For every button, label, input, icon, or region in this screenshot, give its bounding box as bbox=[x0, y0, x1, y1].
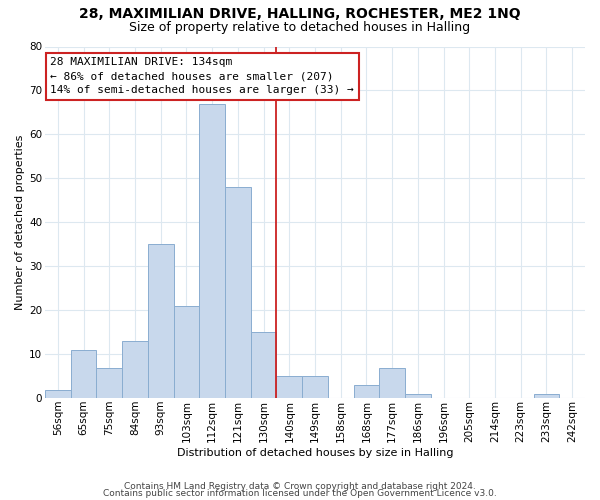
Bar bbox=[405, 394, 431, 398]
Bar bbox=[353, 385, 379, 398]
Bar bbox=[71, 350, 97, 399]
Bar bbox=[45, 390, 71, 398]
Text: 28, MAXIMILIAN DRIVE, HALLING, ROCHESTER, ME2 1NQ: 28, MAXIMILIAN DRIVE, HALLING, ROCHESTER… bbox=[79, 8, 521, 22]
Text: Size of property relative to detached houses in Halling: Size of property relative to detached ho… bbox=[130, 21, 470, 34]
Y-axis label: Number of detached properties: Number of detached properties bbox=[15, 135, 25, 310]
Bar bbox=[251, 332, 277, 398]
Text: 28 MAXIMILIAN DRIVE: 134sqm
← 86% of detached houses are smaller (207)
14% of se: 28 MAXIMILIAN DRIVE: 134sqm ← 86% of det… bbox=[50, 57, 354, 95]
X-axis label: Distribution of detached houses by size in Halling: Distribution of detached houses by size … bbox=[177, 448, 453, 458]
Bar bbox=[199, 104, 225, 399]
Bar bbox=[277, 376, 302, 398]
Text: Contains public sector information licensed under the Open Government Licence v3: Contains public sector information licen… bbox=[103, 489, 497, 498]
Bar bbox=[379, 368, 405, 398]
Bar bbox=[97, 368, 122, 398]
Bar bbox=[533, 394, 559, 398]
Bar bbox=[122, 341, 148, 398]
Bar bbox=[148, 244, 173, 398]
Bar bbox=[173, 306, 199, 398]
Bar bbox=[302, 376, 328, 398]
Bar bbox=[225, 188, 251, 398]
Text: Contains HM Land Registry data © Crown copyright and database right 2024.: Contains HM Land Registry data © Crown c… bbox=[124, 482, 476, 491]
